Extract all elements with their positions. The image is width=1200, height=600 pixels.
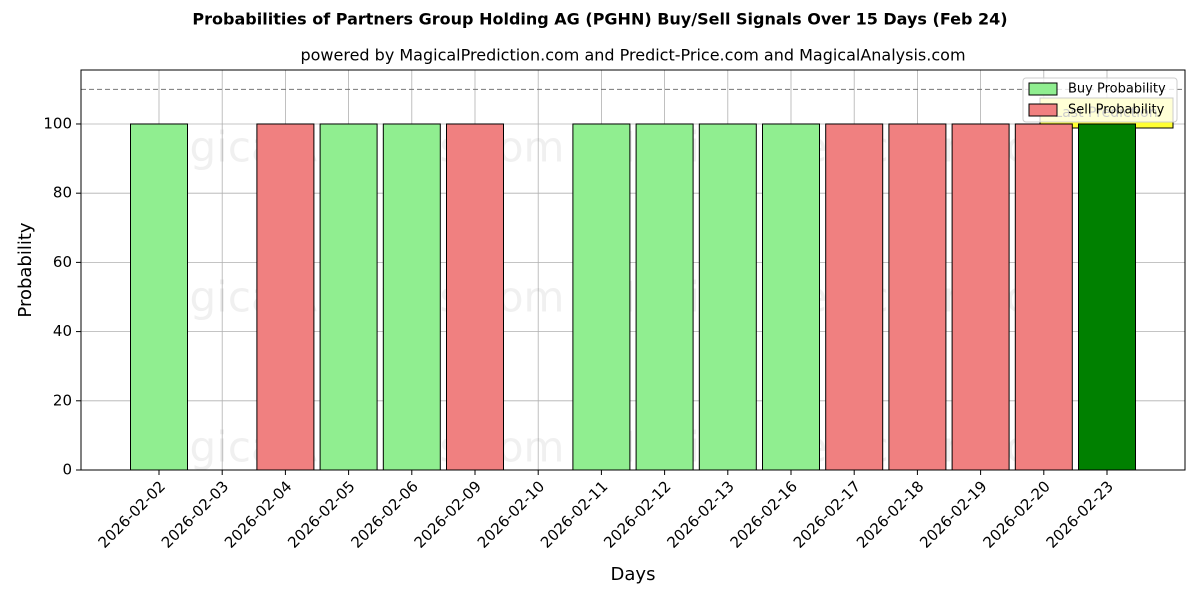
bar [130, 123, 188, 471]
y-tick-label: 60 [53, 253, 72, 271]
bar [446, 123, 504, 471]
bar [319, 123, 378, 471]
y-tick-label: 100 [43, 114, 72, 132]
y-axis-label: Probability [15, 222, 36, 317]
chart-title: Probabilities of Partners Group Holding … [192, 10, 1007, 29]
x-axis-label: Days [611, 564, 656, 585]
legend-label: Buy Probability [1068, 82, 1166, 97]
bar [382, 123, 441, 471]
bar [1078, 123, 1136, 471]
bar [256, 123, 315, 471]
legend-swatch [1028, 103, 1058, 117]
y-tick-label: 0 [62, 461, 72, 479]
y-tick-label: 80 [53, 184, 72, 202]
bar [698, 123, 757, 471]
bar [635, 123, 694, 471]
bar [572, 123, 631, 471]
legend-swatch [1028, 82, 1058, 96]
bar [762, 123, 820, 471]
bar [825, 123, 884, 471]
legend-box [1022, 77, 1178, 123]
bar [888, 123, 947, 471]
y-tick-label: 20 [53, 391, 72, 409]
chart-subtitle: powered by MagicalPrediction.com and Pre… [300, 46, 965, 65]
plot-frame [80, 69, 1186, 471]
bar [1014, 123, 1073, 471]
y-tick-label: 40 [53, 322, 72, 340]
legend-label: Sell Probability [1068, 103, 1165, 118]
bar [951, 123, 1010, 471]
